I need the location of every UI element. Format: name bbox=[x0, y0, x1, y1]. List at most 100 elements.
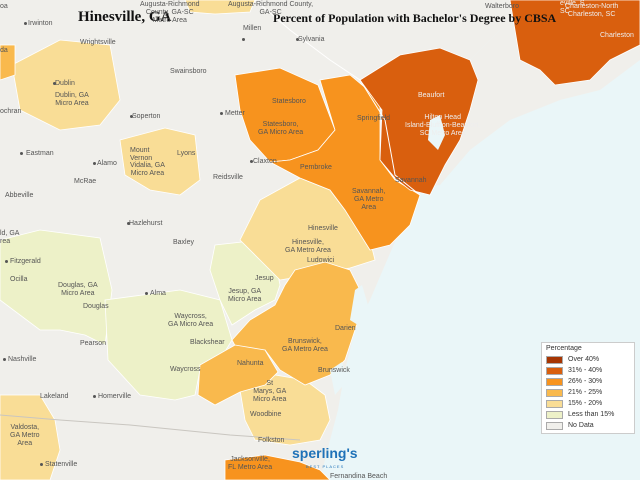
legend: Percentage Over 40% 31% - 40% 26% - 30% 21%… bbox=[541, 342, 635, 434]
city-dot bbox=[242, 38, 245, 41]
legend-item: 21% - 25% bbox=[542, 387, 634, 398]
cbsa-label-valdosta: Valdosta, GA Metro Area bbox=[10, 424, 40, 447]
place-reidsville: Reidsville bbox=[213, 174, 243, 181]
cbsa-vidalia bbox=[119, 127, 201, 196]
cbsa-label-stmarys: St Marys, GA Micro Area bbox=[253, 380, 287, 403]
sperlings-logo: sperling's BEST PLACES bbox=[292, 446, 358, 474]
city-dot bbox=[250, 160, 253, 163]
cbsa-label-charleston: Charleston-North Charleston, SC bbox=[565, 3, 619, 18]
place-millen: Millen bbox=[243, 25, 262, 32]
place-eastman: Eastman bbox=[26, 150, 54, 157]
place-nahunta: Nahunta bbox=[237, 360, 264, 367]
place-ludowici: Ludowici bbox=[307, 257, 335, 264]
place-hinesville: Hinesville bbox=[308, 225, 338, 232]
cbsa-label-augusta: Augusta-Richmond County, GA-SC Metro Are… bbox=[140, 1, 200, 24]
place-lyons: Lyons bbox=[177, 150, 196, 157]
place-ld-ga: ld, GA rea bbox=[0, 230, 20, 245]
place-soperton: Soperton bbox=[132, 113, 161, 120]
legend-title: Percentage bbox=[546, 345, 582, 352]
map-title: Percent of Population with Bachelor's De… bbox=[273, 11, 557, 25]
cbsa-label-augusta2: Augusta-Richmond County, GA-SC bbox=[228, 1, 314, 16]
place-charleston: Charleston bbox=[600, 32, 634, 39]
place-springfield: Springfield bbox=[357, 115, 391, 122]
city-dot bbox=[93, 162, 96, 165]
logo-text: sperling's bbox=[292, 445, 358, 461]
city-dot bbox=[5, 260, 8, 263]
place-eville: eville, S SC bbox=[560, 0, 585, 15]
logo-tagline: BEST PLACES bbox=[306, 464, 345, 469]
city-dot bbox=[53, 82, 56, 85]
legend-label: 15% - 20% bbox=[568, 400, 603, 407]
water-sound-3 bbox=[330, 362, 348, 395]
legend-swatch bbox=[546, 377, 563, 386]
legend-item: Less than 15% bbox=[542, 409, 634, 420]
legend-label: Over 40% bbox=[568, 356, 600, 363]
city-dot bbox=[93, 395, 96, 398]
place-brunswick: Brunswick bbox=[318, 367, 350, 374]
place-savannah: Savannah bbox=[395, 177, 427, 184]
legend-item: No Data bbox=[542, 420, 634, 431]
cbsa-label-hilton-head: Hilton Head Island-Bluffton-Beaufort, SC… bbox=[405, 114, 481, 137]
cbsa-jacksonville bbox=[224, 454, 331, 480]
place-beaufort: Beaufort bbox=[418, 92, 445, 99]
legend-swatch bbox=[546, 366, 563, 375]
cbsa-label-waycross: Waycross, GA Micro Area bbox=[168, 313, 214, 328]
city-dot bbox=[296, 38, 299, 41]
legend-swatch bbox=[546, 399, 563, 408]
cbsa-label-vidalia: Vidalia, GA Micro Area bbox=[130, 162, 165, 177]
place-mcrae: McRae bbox=[74, 178, 97, 185]
place-blackshear: Blackshear bbox=[190, 339, 225, 346]
place-da: da bbox=[0, 47, 8, 54]
cbsa-brunswick bbox=[231, 261, 366, 386]
cbsa-hilton-head bbox=[359, 47, 479, 196]
cbsa-douglas bbox=[0, 229, 113, 346]
cbsa-dublin bbox=[11, 39, 121, 131]
cbsa-label-dublin: Dublin, GA Micro Area bbox=[55, 92, 89, 107]
state-line-ga-fl bbox=[0, 414, 301, 441]
place-baxley: Baxley bbox=[173, 239, 195, 246]
place-lakeland: Lakeland bbox=[40, 393, 69, 400]
city-dot bbox=[145, 292, 148, 295]
legend-label: Less than 15% bbox=[568, 411, 615, 418]
place-douglas: Douglas bbox=[83, 303, 109, 310]
place-sylvania: Sylvania bbox=[298, 36, 325, 43]
place-darien: Darien bbox=[335, 325, 356, 332]
legend-swatch bbox=[546, 410, 563, 419]
place-pearson: Pearson bbox=[80, 340, 107, 347]
legend-swatch bbox=[546, 355, 563, 364]
legend-item: 26% - 30% bbox=[542, 376, 634, 387]
place-hazlehurst: Hazlehurst bbox=[129, 220, 163, 227]
cbsa-charleston bbox=[509, 0, 640, 86]
cbsa-label-jesup: Jesup, GA Micro Area bbox=[228, 288, 262, 303]
cbsa-label-hinesville: Hinesville, GA Metro Area bbox=[285, 239, 331, 254]
place-folkston: Folkston bbox=[258, 437, 285, 444]
cbsa-left-edge bbox=[0, 44, 16, 81]
legend-label: 31% - 40% bbox=[568, 367, 603, 374]
place-ocilla: Ocilla bbox=[10, 276, 28, 283]
cbsa-nahunta bbox=[197, 344, 279, 406]
water-sound bbox=[428, 115, 445, 150]
cbsa-label-savannah: Savannah, GA Metro Area bbox=[352, 188, 386, 211]
place-fitzgerald: Fitzgerald bbox=[10, 258, 41, 265]
place-homerville: Homerville bbox=[98, 393, 132, 400]
city-dot bbox=[24, 22, 27, 25]
place-woodbine: Woodbine bbox=[250, 411, 282, 418]
place-swainsboro: Swainsboro bbox=[170, 68, 207, 75]
state-line-ga-sc bbox=[254, 0, 421, 196]
city-dot bbox=[127, 222, 130, 225]
place-claxton: Claxton bbox=[253, 158, 277, 165]
location-title: Hinesville, GA bbox=[78, 9, 172, 25]
cbsa-label-jacksonville: Jacksonville, FL Metro Area bbox=[228, 456, 273, 471]
water-sound-2 bbox=[350, 285, 368, 325]
city-dot bbox=[20, 152, 23, 155]
place-fernandina-beach: Fernandina Beach bbox=[330, 473, 388, 480]
cbsa-hinesville bbox=[239, 177, 376, 281]
cbsa-savannah bbox=[268, 74, 421, 251]
place-statenville: Statenville bbox=[45, 461, 78, 468]
place-dublin: Dublin bbox=[55, 80, 75, 87]
city-dot bbox=[130, 115, 133, 118]
city-dot bbox=[220, 112, 223, 115]
legend-item: 31% - 40% bbox=[542, 365, 634, 376]
legend-swatch bbox=[546, 388, 563, 397]
cbsa-label-douglas: Douglas, GA Micro Area bbox=[58, 282, 98, 297]
